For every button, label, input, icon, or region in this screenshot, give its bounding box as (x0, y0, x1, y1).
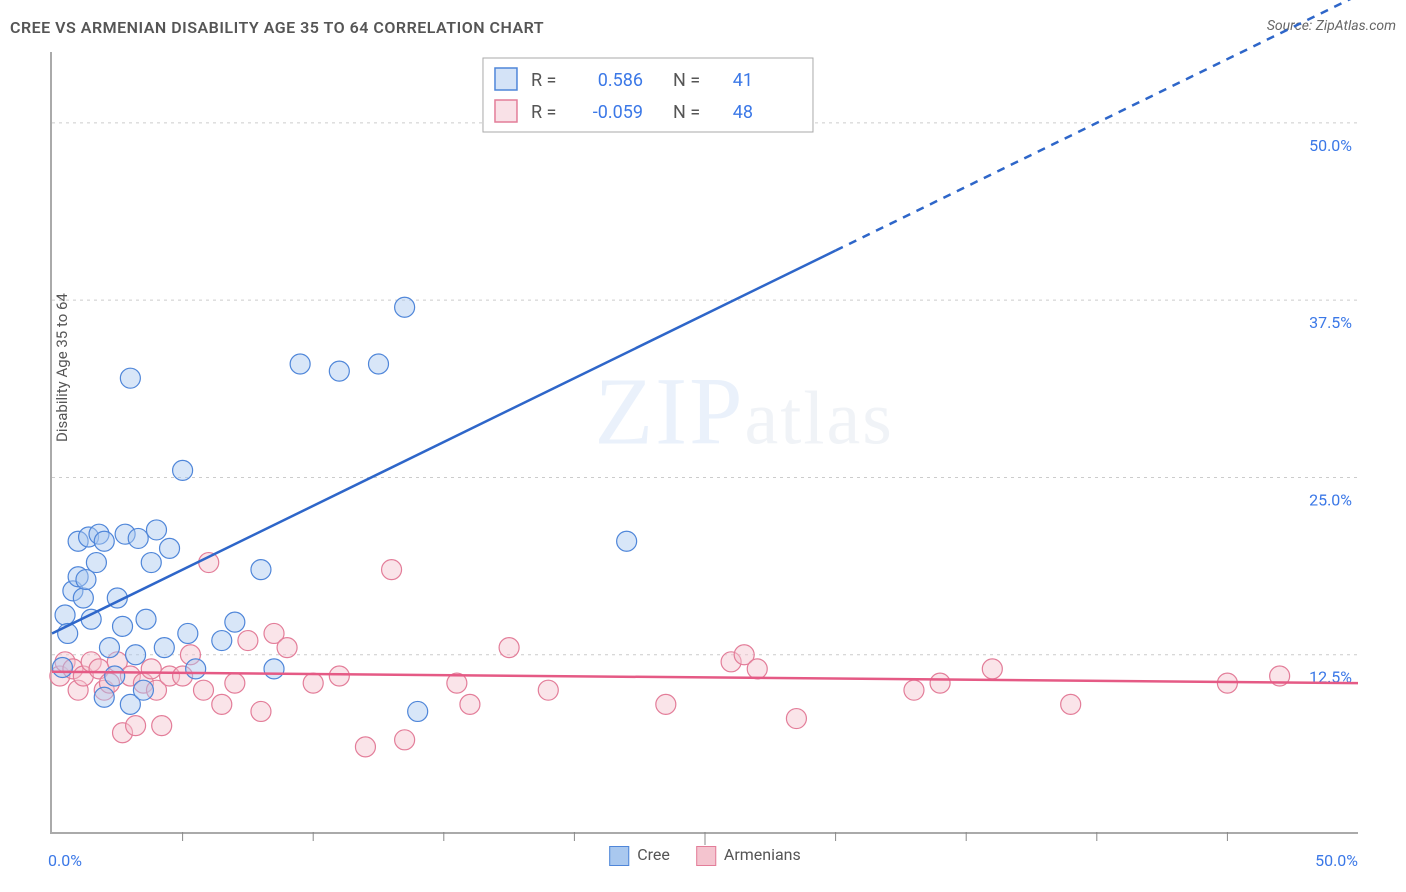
chart-title: CREE VS ARMENIAN DISABILITY AGE 35 TO 64… (10, 18, 544, 37)
legend-r-value: -0.059 (593, 102, 643, 123)
legend-n-label: N = (673, 70, 700, 91)
data-point (146, 520, 166, 540)
plot-svg: 12.5%25.0%37.5%50.0%0.0%50.0%R =0.586N =… (52, 52, 1358, 832)
data-point (160, 538, 180, 558)
x-axis-min-label: 0.0% (48, 851, 82, 870)
data-point (904, 680, 924, 700)
data-point (930, 673, 950, 693)
data-point (656, 694, 676, 714)
data-point (617, 531, 637, 551)
y-tick-label: 25.0% (1309, 490, 1352, 509)
chart-header: CREE VS ARMENIAN DISABILITY AGE 35 TO 64… (10, 18, 1396, 44)
data-point (251, 701, 271, 721)
x-axis-max-label: 50.0% (1315, 851, 1358, 870)
data-point (94, 531, 114, 551)
data-point (133, 680, 153, 700)
data-point (55, 605, 75, 625)
data-point (225, 612, 245, 632)
data-point (408, 701, 428, 721)
data-point (225, 673, 245, 693)
data-point (1061, 694, 1081, 714)
data-point (251, 560, 271, 580)
plot-area: Disability Age 35 to 64 ZIPatlas 12.5%25… (50, 52, 1358, 834)
data-point (186, 659, 206, 679)
data-point (99, 638, 119, 658)
y-tick-label: 37.5% (1309, 313, 1352, 332)
data-point (460, 694, 480, 714)
data-point (73, 588, 93, 608)
trend-line (52, 251, 836, 634)
data-point (154, 638, 174, 658)
data-point (355, 737, 375, 757)
legend-bottom-item: Armenians (696, 845, 801, 866)
data-point (329, 361, 349, 381)
data-point (786, 709, 806, 729)
data-point (120, 368, 140, 388)
y-tick-label: 50.0% (1309, 136, 1352, 155)
data-point (105, 666, 125, 686)
legend-n-value: 48 (733, 102, 753, 123)
data-point (212, 694, 232, 714)
legend-label: Cree (637, 845, 670, 864)
data-point (369, 354, 389, 374)
data-point (238, 631, 258, 651)
trend-line (52, 672, 1358, 683)
data-point (126, 716, 146, 736)
data-point (173, 460, 193, 480)
legend-bottom-item: Cree (609, 845, 670, 866)
legend-n-value: 41 (733, 70, 753, 91)
data-point (747, 659, 767, 679)
data-point (86, 553, 106, 573)
data-point (264, 659, 284, 679)
data-point (395, 297, 415, 317)
legend-r-label: R = (531, 70, 556, 91)
data-point (128, 528, 148, 548)
data-point (126, 645, 146, 665)
data-point (212, 631, 232, 651)
data-point (141, 659, 161, 679)
data-point (52, 657, 72, 677)
data-point (193, 680, 213, 700)
legend-r-value: 0.586 (598, 70, 643, 91)
data-point (982, 659, 1002, 679)
data-point (178, 623, 198, 643)
data-point (136, 609, 156, 629)
legend-swatch (609, 846, 629, 866)
legend-swatch (696, 846, 716, 866)
legend-swatch (495, 100, 517, 122)
data-point (382, 560, 402, 580)
legend-label: Armenians (724, 845, 801, 864)
legend-swatch (495, 68, 517, 90)
data-point (152, 716, 172, 736)
data-point (538, 680, 558, 700)
data-point (277, 638, 297, 658)
data-point (499, 638, 519, 658)
legend-r-label: R = (531, 102, 556, 123)
data-point (113, 616, 133, 636)
data-point (303, 673, 323, 693)
data-point (395, 730, 415, 750)
legend-bottom: Cree Armenians (609, 845, 801, 866)
legend-n-label: N = (673, 102, 700, 123)
data-point (290, 354, 310, 374)
data-point (329, 666, 349, 686)
data-point (94, 687, 114, 707)
data-point (141, 553, 161, 573)
